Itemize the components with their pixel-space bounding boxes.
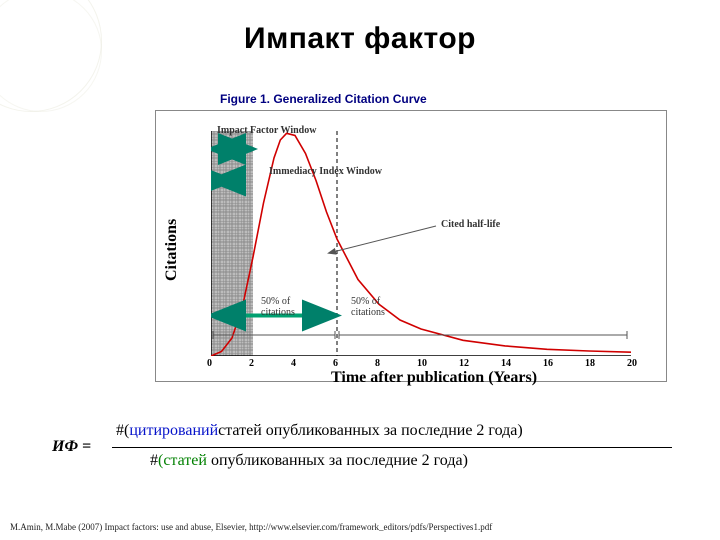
den-pre: # [150, 452, 158, 469]
formula-numerator: #(цитированийстатей опубликованных за по… [116, 422, 523, 440]
impact-window-shade [211, 131, 253, 356]
right-pct-label: 50% of citations [351, 296, 406, 318]
slide-title: Импакт фактор [0, 22, 720, 56]
formula-denominator: #(статей опубликованных за последние 2 г… [150, 452, 468, 470]
impact-window-label: Impact Factor Window [217, 125, 316, 136]
x-tick: 16 [543, 358, 553, 369]
x-tick: 4 [291, 358, 296, 369]
x-tick: 14 [501, 358, 511, 369]
x-tick: 2 [249, 358, 254, 369]
decorative-circle [0, 0, 102, 112]
y-axis-label: Citations [163, 219, 181, 281]
x-axis-label: Time after publication (Years) [331, 369, 537, 387]
x-tick: 20 [627, 358, 637, 369]
half-life-pointer [329, 226, 436, 253]
x-tick: 10 [417, 358, 427, 369]
num-rest: статей опубликованных за последние 2 год… [218, 422, 523, 439]
citation-curve-plot [211, 131, 631, 356]
x-tick: 8 [375, 358, 380, 369]
half-life-label: Cited half-life [441, 219, 500, 230]
formula-lhs: ИФ = [52, 438, 91, 456]
pct-brackets [213, 331, 627, 339]
x-tick: 18 [585, 358, 595, 369]
left-pct-label: 50% of citations [261, 296, 316, 318]
num-blue: цитирований [129, 422, 218, 439]
fraction-line [112, 447, 672, 448]
num-pre: #( [116, 422, 129, 439]
den-rest: опубликованных за последние 2 года) [207, 452, 468, 469]
x-tick: 12 [459, 358, 469, 369]
immediacy-label: Immediacy Index Window [269, 166, 382, 177]
figure-frame: Citations [155, 110, 667, 382]
figure-caption: Figure 1. Generalized Citation Curve [220, 92, 427, 106]
footer-citation: M.Amin, M.Mabe (2007) Impact factors: us… [10, 522, 492, 532]
x-tick: 6 [333, 358, 338, 369]
x-tick: 0 [207, 358, 212, 369]
den-green: (статей [158, 452, 207, 469]
